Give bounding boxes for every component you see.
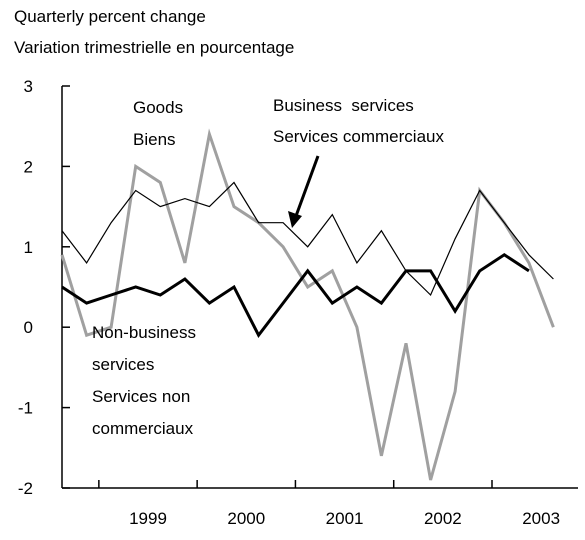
y-tick-label: 1: [24, 238, 33, 257]
x-tick-label: 2000: [227, 509, 265, 528]
series-line-business: [61, 181, 554, 297]
chart-axes: 3 2 1 0 -1 -2 1999 2000 2001 2002 2003: [18, 77, 578, 528]
business-label-line-1: Business services: [273, 96, 414, 115]
y-tick-label: 0: [24, 318, 33, 337]
y-tick-label: -2: [18, 479, 33, 498]
goods-label-line-2: Biens: [133, 130, 176, 149]
series-labels: Goods Biens Business services Services c…: [92, 96, 444, 438]
x-tick-label: 1999: [129, 509, 167, 528]
y-tick-label: 3: [24, 77, 33, 96]
y-tick-label: 2: [24, 157, 33, 176]
nonbusiness-label-line-2: services: [92, 355, 154, 374]
series-line-goods: [60, 128, 555, 481]
series-layer: [60, 128, 555, 481]
business-label-line-2: Services commerciaux: [273, 127, 444, 146]
nonbusiness-label-line-3: Services non: [92, 387, 190, 406]
nonbusiness-label-line-4: commerciaux: [92, 419, 194, 438]
y-tick-label: -1: [18, 399, 33, 418]
x-tick-label: 2002: [424, 509, 462, 528]
chart-title-english: Quarterly percent change: [14, 7, 206, 26]
x-tick-label: 2001: [326, 509, 364, 528]
chart-title-french: Variation trimestrielle en pourcentage: [14, 38, 295, 57]
business-services-arrow: [288, 155, 320, 228]
series-line-nonbusiness: [61, 253, 530, 339]
x-tick-label: 2003: [522, 509, 560, 528]
nonbusiness-label-line-1: Non-business: [92, 323, 196, 342]
goods-label-line-1: Goods: [133, 98, 183, 117]
